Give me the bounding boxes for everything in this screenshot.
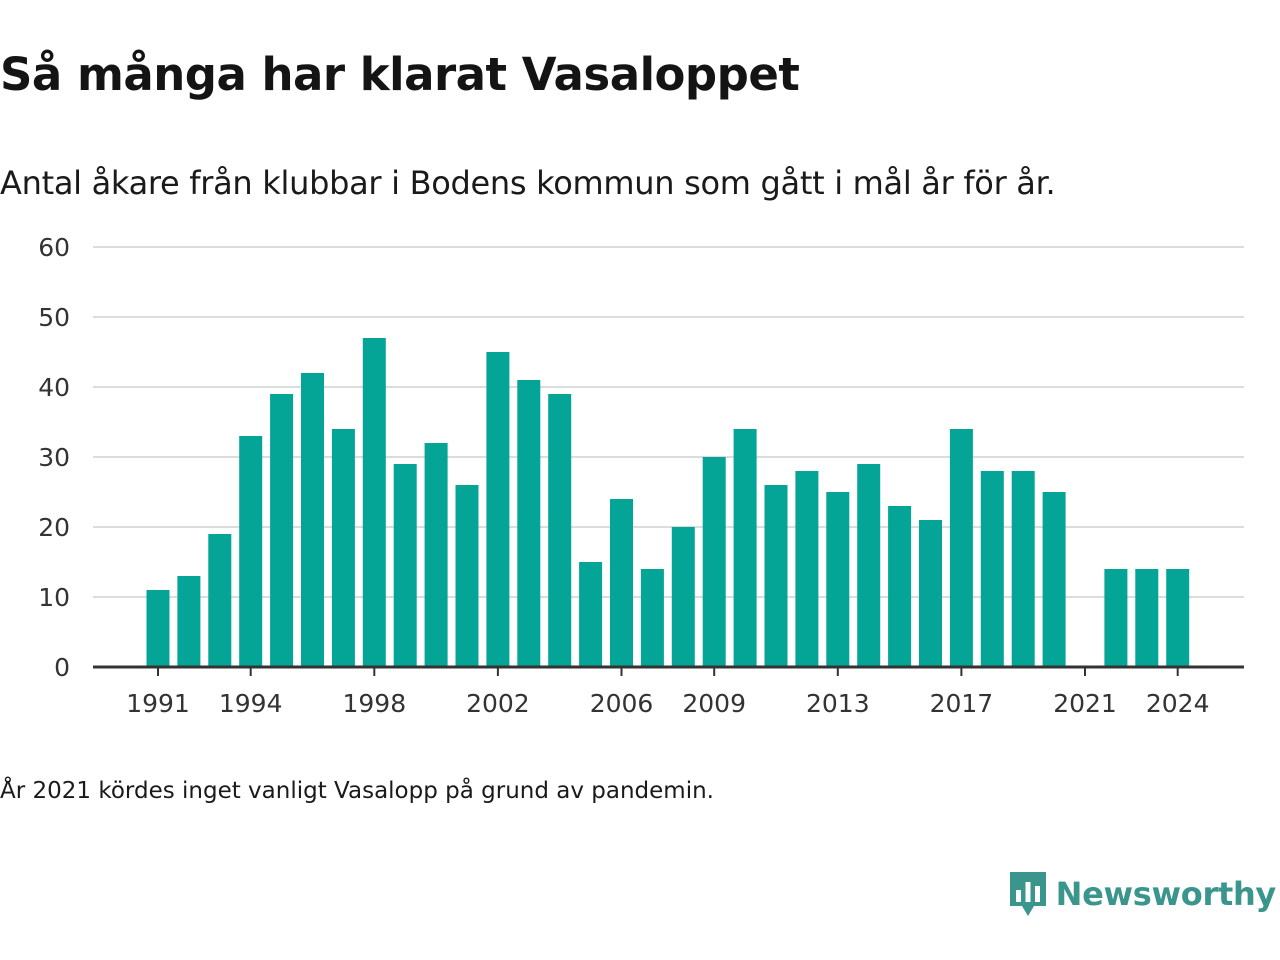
bar-2012	[795, 471, 819, 667]
newsworthy-logo-icon	[1009, 872, 1046, 916]
bar-1998	[362, 338, 386, 667]
y-tick-label: 60	[38, 233, 70, 262]
chart-title: Så många har klarat Vasaloppet	[0, 48, 800, 101]
bars	[146, 338, 1190, 667]
bar-2015	[888, 506, 912, 667]
bar-2003	[517, 380, 541, 667]
bar-1995	[270, 394, 294, 667]
y-tick-label: 30	[38, 443, 70, 472]
bar-1991	[146, 590, 170, 667]
brand-logo: Newsworthy	[1008, 870, 1276, 918]
bar-2008	[671, 527, 695, 667]
brand-name: Newsworthy	[1055, 875, 1277, 913]
axes: 0 10 20 30 40 50 60 1991 1994 1998 2002 2006 2009 201…	[38, 233, 1244, 718]
y-tick-label: 10	[38, 583, 70, 612]
bar-2007	[640, 569, 664, 667]
x-tick-label: 1991	[126, 689, 190, 718]
x-tick-label: 2006	[590, 689, 654, 718]
bar-1999	[393, 464, 417, 667]
bar-2019	[1011, 471, 1035, 667]
footnote: År 2021 kördes inget vanligt Vasalopp på…	[0, 778, 714, 804]
y-tick-label: 20	[38, 513, 70, 542]
bar-2020	[1042, 492, 1066, 667]
bar-2005	[579, 562, 603, 667]
bar-2001	[455, 485, 479, 667]
bar-2024	[1166, 569, 1190, 667]
chart-subtitle: Antal åkare från klubbar i Bodens kommun…	[0, 164, 1056, 202]
bar-2004	[548, 394, 572, 667]
x-tick-label: 2002	[466, 689, 530, 718]
bar-2014	[857, 464, 881, 667]
x-tick-label: 1998	[342, 689, 406, 718]
gridlines	[93, 246, 1244, 598]
bar-2009	[702, 457, 726, 667]
y-tick-label: 40	[38, 373, 70, 402]
bar-2002	[486, 352, 510, 667]
x-tick-label: 2009	[682, 689, 746, 718]
bar-2018	[980, 471, 1004, 667]
bar-2017	[949, 429, 973, 667]
bar-1997	[331, 429, 355, 667]
x-tick-label: 2024	[1146, 689, 1210, 718]
x-tick-label: 2013	[806, 689, 870, 718]
bar-2006	[610, 499, 633, 667]
bar-2016	[919, 520, 942, 667]
bar-1994	[239, 436, 263, 667]
x-tick-label: 2021	[1053, 689, 1117, 718]
bar-2000	[424, 443, 448, 667]
bar-1996	[301, 373, 324, 667]
bar-2011	[764, 485, 788, 667]
bar-2022	[1104, 569, 1128, 667]
bar-2023	[1135, 569, 1159, 667]
x-tick-label: 2017	[930, 689, 994, 718]
bar-2013	[826, 492, 850, 667]
y-tick-label: 50	[38, 303, 70, 332]
bar-1992	[177, 576, 201, 667]
bar-1993	[208, 534, 232, 667]
bar-chart: 0 10 20 30 40 50 60 1991 1994 1998 2002 2006 2009 201…	[38, 233, 1244, 718]
bar-2010	[733, 429, 757, 667]
x-tick-label: 1994	[219, 689, 283, 718]
y-tick-label: 0	[54, 653, 70, 682]
